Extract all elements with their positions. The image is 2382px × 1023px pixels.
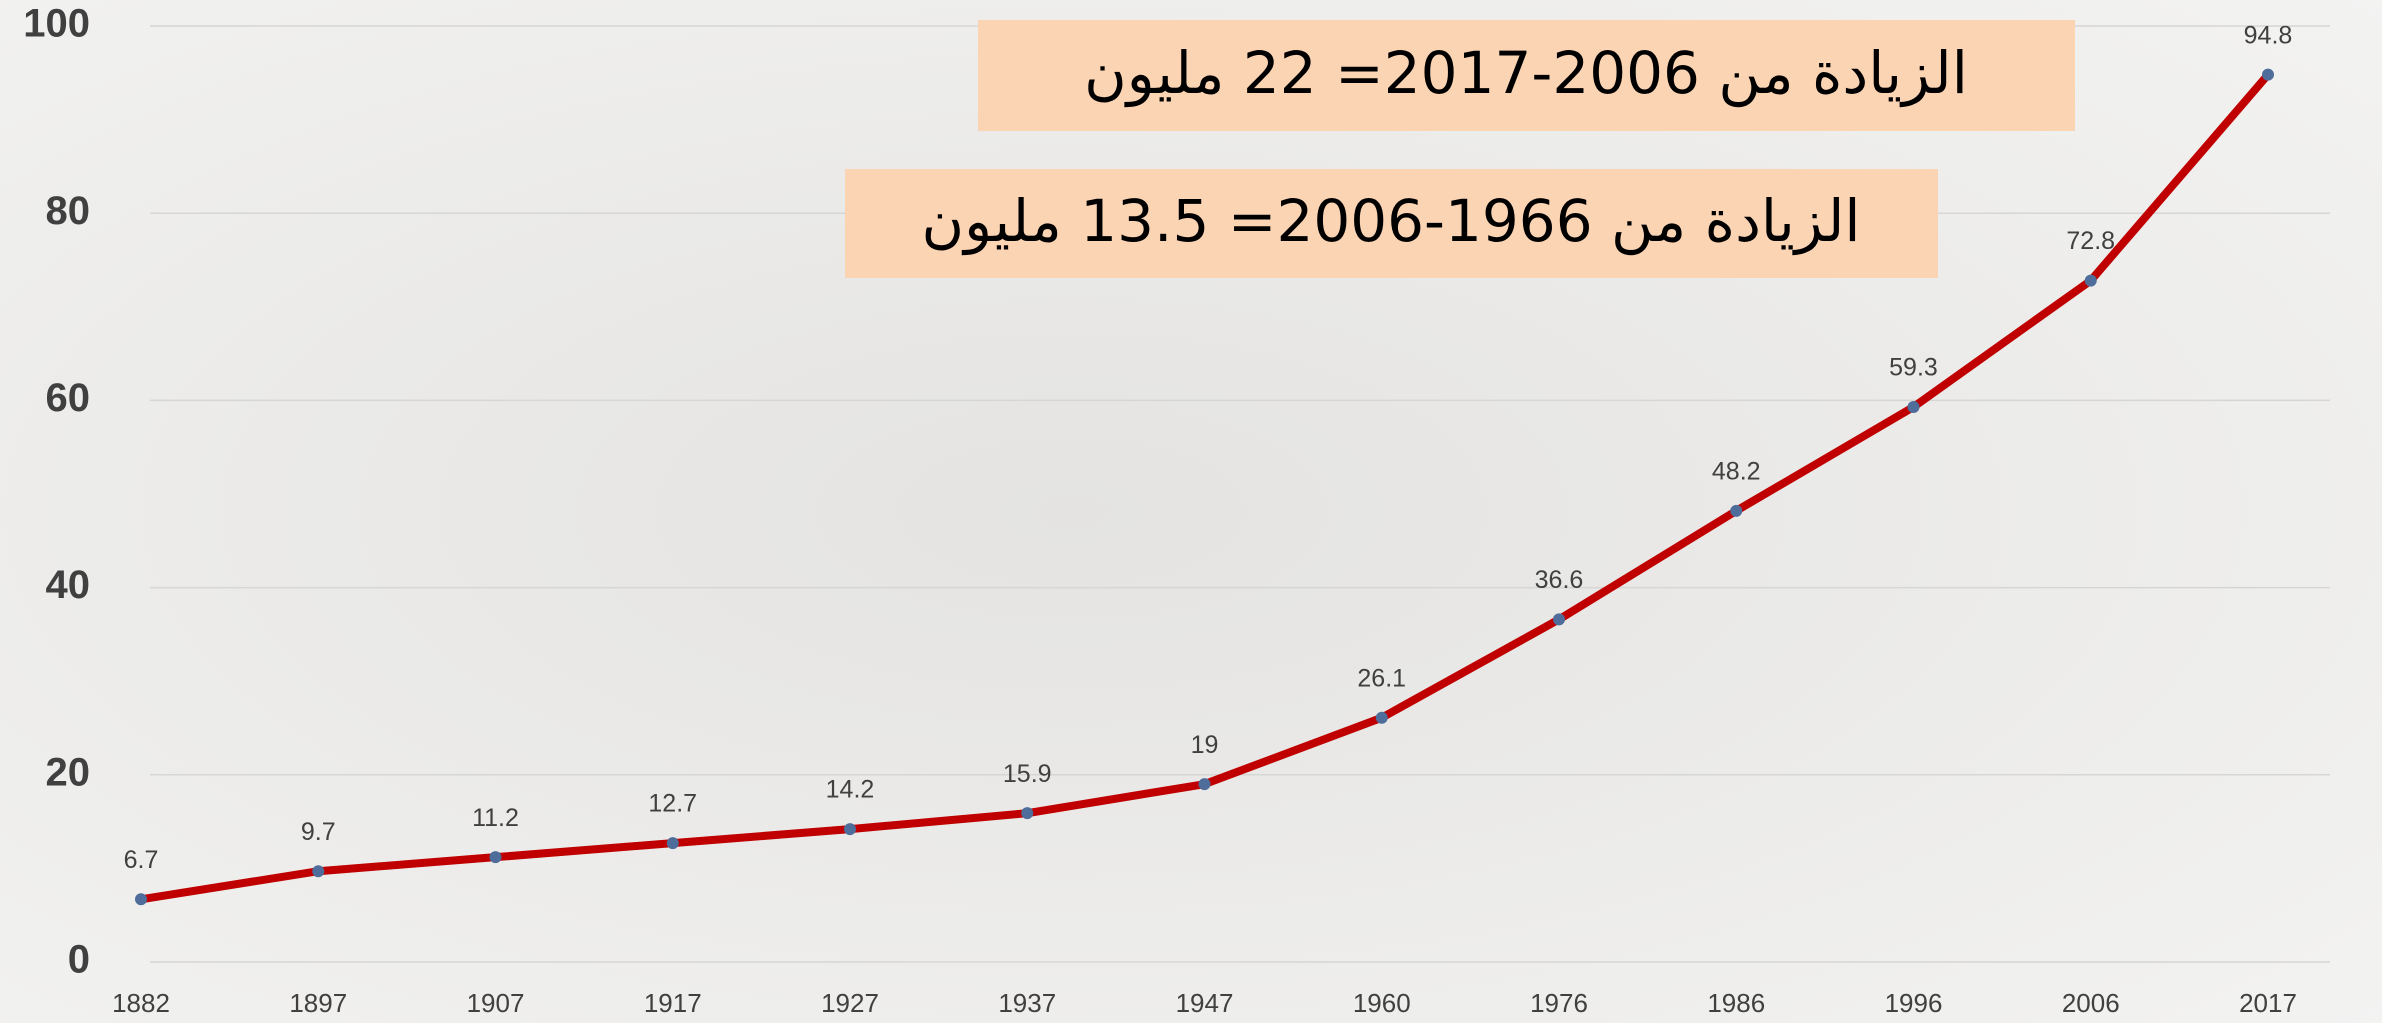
x-tick-label: 2006: [2062, 988, 2120, 1018]
y-tick-label: 100: [23, 2, 90, 46]
marker: [1021, 807, 1034, 820]
marker: [135, 893, 147, 906]
marker: [2084, 274, 2097, 287]
data-label: 94.8: [2244, 21, 2293, 49]
x-tick-label: 1917: [644, 988, 702, 1018]
x-tick-label: 1986: [1707, 988, 1765, 1018]
annotation: الزيادة من 1966-2006= 13.5 مليون: [921, 187, 1860, 256]
data-label: 12.7: [648, 790, 697, 818]
x-tick-label: 1996: [1885, 988, 1943, 1018]
data-label: 9.7: [301, 818, 336, 846]
y-tick-label: 40: [46, 563, 91, 607]
x-tick-label: 1927: [821, 988, 879, 1018]
marker: [2262, 68, 2274, 81]
annotation-box: [978, 20, 2075, 131]
y-tick-label: 60: [46, 376, 91, 420]
y-tick-label: 0: [68, 938, 90, 982]
data-label: 72.8: [2066, 227, 2115, 255]
data-label: 59.3: [1889, 354, 1938, 382]
x-tick-label: 1947: [1176, 988, 1234, 1018]
annotation-box: [845, 169, 1938, 278]
annotation: الزيادة من 2006-2017= 22 مليون: [1084, 39, 1968, 108]
data-label: 15.9: [1003, 760, 1052, 788]
data-label: 6.7: [124, 846, 159, 874]
marker: [1730, 504, 1743, 517]
marker: [1907, 400, 1920, 413]
x-tick-label: 2017: [2239, 988, 2297, 1018]
data-label: 48.2: [1712, 457, 1761, 485]
marker: [489, 851, 502, 864]
x-tick-label: 1960: [1353, 988, 1411, 1018]
x-tick-label: 1907: [467, 988, 525, 1018]
data-label: 26.1: [1357, 664, 1406, 692]
data-label: 19: [1191, 731, 1219, 759]
marker: [844, 823, 856, 836]
y-tick-label: 80: [46, 189, 91, 233]
marker: [666, 837, 679, 850]
data-label: 36.6: [1535, 566, 1584, 594]
marker: [1375, 711, 1388, 724]
data-label: 11.2: [472, 804, 519, 832]
marker: [312, 865, 325, 878]
marker: [1553, 613, 1565, 626]
x-tick-label: 1897: [289, 988, 347, 1018]
marker: [1198, 778, 1211, 791]
x-tick-label: 1976: [1530, 988, 1588, 1018]
x-tick-label: 1882: [112, 988, 170, 1018]
x-tick-label: 1937: [998, 988, 1056, 1018]
data-label: 14.2: [826, 776, 875, 804]
y-tick-label: 20: [46, 750, 91, 794]
